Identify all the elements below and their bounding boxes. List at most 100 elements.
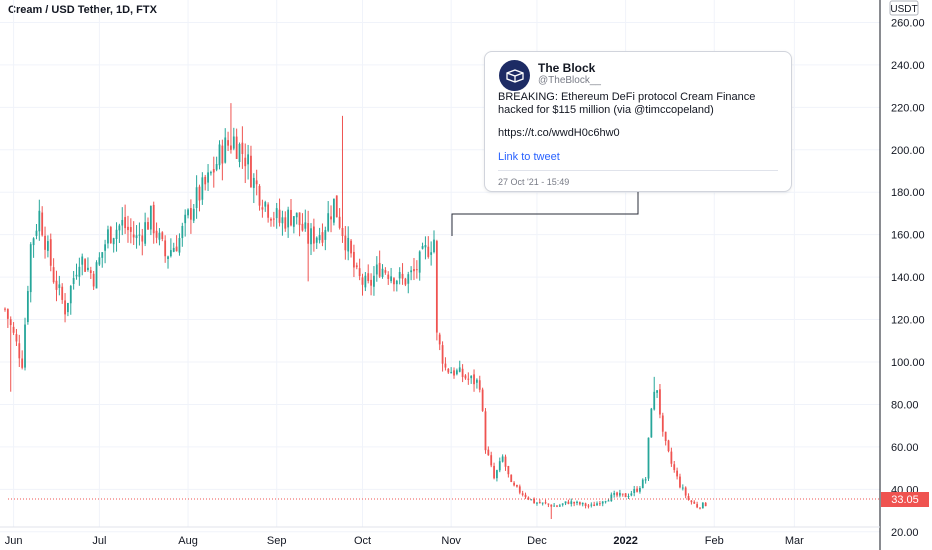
candle-down bbox=[687, 496, 690, 500]
price-tick-label: 240.00 bbox=[891, 60, 925, 72]
candle-up bbox=[201, 177, 204, 200]
candle-up bbox=[613, 492, 616, 495]
candle-down bbox=[699, 507, 701, 509]
candle-up bbox=[35, 230, 38, 236]
candle-up bbox=[292, 216, 295, 227]
candle-up bbox=[181, 225, 184, 239]
candle-down bbox=[510, 474, 513, 483]
candle-down bbox=[147, 222, 149, 230]
time-tick-label: Sep bbox=[267, 535, 287, 547]
candle-down bbox=[556, 505, 558, 507]
candle-up bbox=[421, 246, 424, 249]
candle-up bbox=[564, 501, 567, 504]
candle-down bbox=[127, 226, 129, 231]
candle-down bbox=[524, 494, 527, 498]
time-tick-label: Jun bbox=[5, 535, 23, 547]
candle-down bbox=[444, 363, 447, 368]
candle-down bbox=[15, 334, 18, 342]
candle-down bbox=[175, 246, 178, 252]
candle-up bbox=[310, 228, 312, 245]
candle-up bbox=[121, 219, 124, 226]
candle-up bbox=[375, 264, 378, 275]
candle-down bbox=[593, 504, 596, 507]
time-tick-label: Nov bbox=[441, 535, 461, 547]
candle-up bbox=[81, 256, 84, 265]
candle-down bbox=[255, 180, 258, 185]
candle-down bbox=[12, 326, 15, 333]
time-tick-label: Jul bbox=[92, 535, 106, 547]
avatar bbox=[499, 60, 530, 91]
candle-down bbox=[584, 503, 587, 506]
candle-up bbox=[410, 270, 413, 273]
candle-up bbox=[644, 479, 647, 481]
candle-up bbox=[101, 252, 104, 258]
candle-down bbox=[664, 431, 667, 442]
candle-up bbox=[210, 172, 212, 174]
candle-up bbox=[333, 198, 335, 223]
candle-down bbox=[164, 240, 167, 257]
candle-down bbox=[84, 259, 86, 272]
candle-up bbox=[118, 225, 121, 231]
candle-up bbox=[630, 493, 633, 496]
candle-up bbox=[470, 375, 473, 379]
tweet-url[interactable]: https://t.co/wwdH0c6hw0 bbox=[498, 127, 620, 139]
candles bbox=[4, 103, 707, 520]
candle-up bbox=[647, 437, 650, 479]
candle-down bbox=[152, 204, 155, 234]
candle-down bbox=[624, 493, 627, 498]
candle-up bbox=[604, 501, 607, 503]
candle-up bbox=[570, 501, 573, 504]
candle-down bbox=[41, 212, 44, 236]
tweet-author-handle: @TheBlock__ bbox=[538, 75, 601, 86]
candle-down bbox=[270, 218, 272, 221]
candle-up bbox=[58, 284, 61, 289]
candle-down bbox=[481, 389, 484, 411]
candle-up bbox=[607, 500, 610, 502]
tweet-card[interactable]: The Block @TheBlock__ BREAKING: Ethereum… bbox=[484, 51, 792, 192]
last-price-badge: 33.05 bbox=[881, 492, 929, 507]
candle-down bbox=[659, 389, 661, 415]
time-tick-label: 2022 bbox=[613, 535, 637, 547]
candle-up bbox=[424, 245, 427, 248]
candle-up bbox=[47, 241, 49, 251]
chart-title: Cream / USD Tether, 1D, FTX bbox=[8, 4, 157, 16]
candle-up bbox=[455, 370, 458, 375]
candle-up bbox=[395, 280, 398, 285]
candle-down bbox=[258, 186, 261, 206]
candle-down bbox=[21, 358, 24, 368]
candle-down bbox=[109, 227, 112, 243]
candle-down bbox=[370, 279, 372, 286]
currency-label-box[interactable]: USDT bbox=[889, 0, 919, 16]
price-tick-label: 120.00 bbox=[891, 315, 925, 327]
link-to-tweet[interactable]: Link to tweet bbox=[498, 151, 560, 163]
candle-up bbox=[553, 505, 556, 507]
candle-down bbox=[384, 270, 387, 273]
candle-up bbox=[407, 274, 410, 284]
candle-down bbox=[438, 334, 441, 345]
candle-down bbox=[453, 370, 455, 376]
time-tick-label: Aug bbox=[178, 535, 198, 547]
candle-up bbox=[418, 251, 421, 273]
candle-up bbox=[498, 461, 501, 471]
candle-up bbox=[450, 371, 453, 374]
candle-down bbox=[321, 232, 324, 243]
candle-down bbox=[690, 500, 693, 503]
candle-down bbox=[358, 268, 361, 277]
candle-up bbox=[558, 505, 561, 507]
candle-down bbox=[341, 228, 344, 237]
time-tick-label: Mar bbox=[785, 535, 804, 547]
candle-down bbox=[441, 345, 444, 364]
candle-up bbox=[107, 229, 109, 244]
candle-up bbox=[536, 502, 538, 504]
candle-up bbox=[112, 238, 115, 245]
candle-down bbox=[261, 207, 264, 210]
candle-down bbox=[250, 155, 252, 188]
candle-up bbox=[29, 244, 32, 293]
candle-down bbox=[404, 278, 407, 285]
price-tick-label: 100.00 bbox=[891, 357, 925, 369]
candle-down bbox=[312, 226, 315, 244]
candle-up bbox=[619, 492, 621, 496]
tweet-connector bbox=[451, 192, 639, 236]
candle-down bbox=[52, 267, 55, 283]
